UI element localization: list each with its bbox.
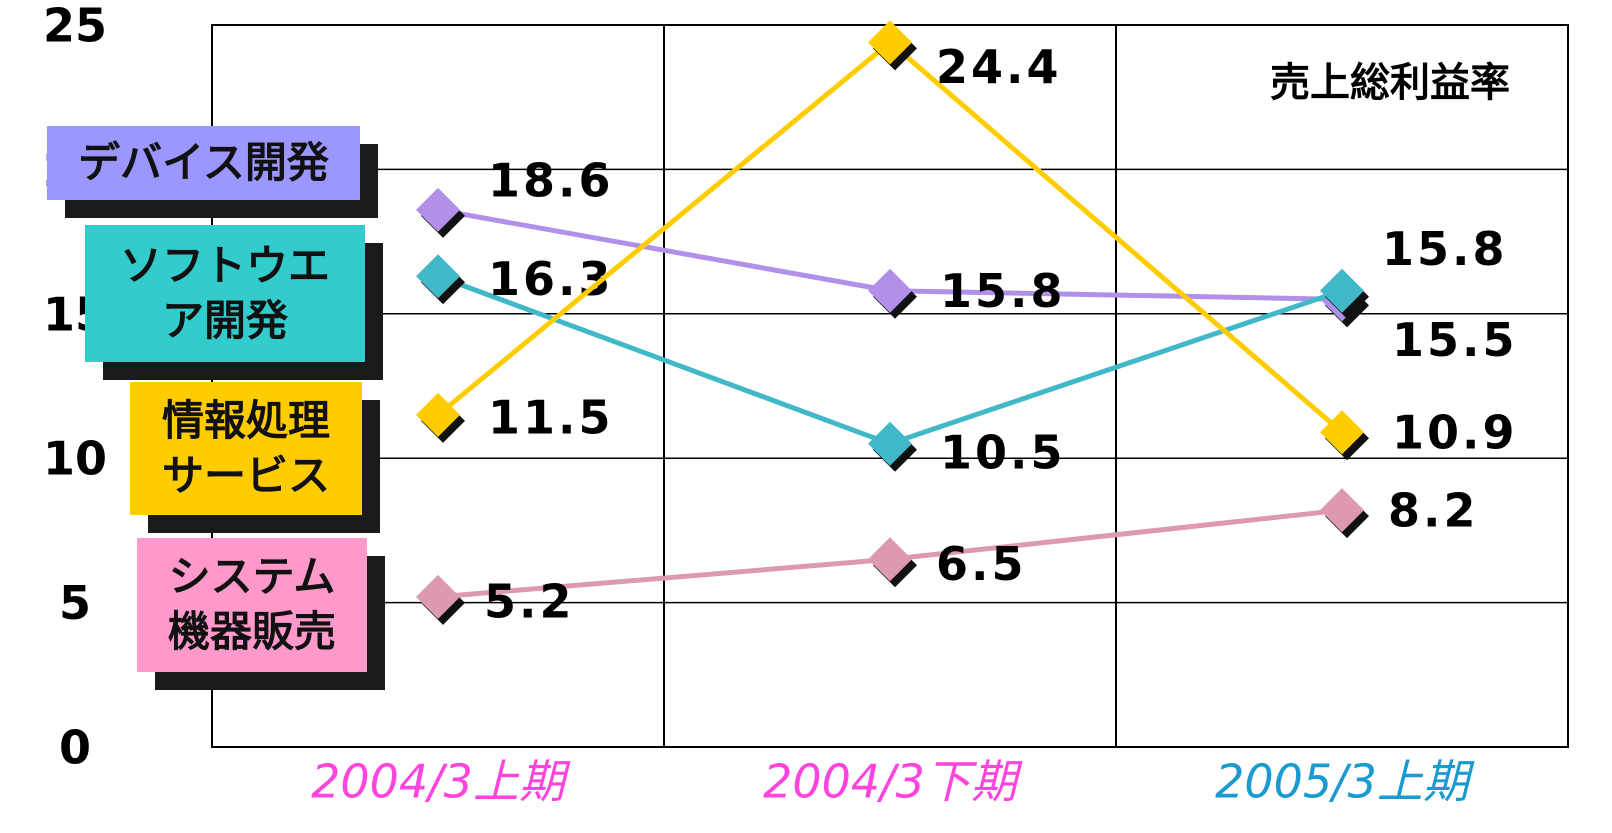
plot-frame [211,24,1569,748]
marker [868,20,912,65]
marker [868,268,912,313]
data-label: 10.5 [940,425,1066,479]
legend-entry: 情報処理サービス [130,382,362,515]
marker [868,421,912,466]
x-tick-label: 2005/3上期 [1215,755,1475,809]
legend-entry: デバイス開発 [47,126,360,200]
data-label: 24.4 [936,40,1062,94]
data-label: 5.2 [484,574,575,628]
x-tick-label: 2004/3下期 [763,755,1023,809]
data-label: 8.2 [1388,484,1479,538]
data-label: 11.5 [488,390,614,444]
y-tick-label: 10 [43,432,107,486]
series-line [436,39,1344,435]
data-label: 6.5 [936,537,1027,591]
marker [416,392,460,437]
marker [1320,488,1364,533]
data-label: 16.3 [488,252,614,306]
marker [416,187,460,232]
y-tick-label: 0 [59,721,91,775]
data-label: 15.5 [1392,313,1518,367]
y-tick-label: 5 [59,576,91,630]
legend-entry: ソフトウエア開発 [85,225,365,362]
marker [416,254,460,299]
data-label: 10.9 [1392,406,1518,460]
marker [868,537,912,582]
annotation: 売上総利益率 [1270,60,1510,106]
x-tick-label: 2004/3上期 [311,755,571,809]
marker [1320,268,1364,313]
y-tick-label: 25 [43,0,107,53]
legend-entry: システム機器販売 [137,538,367,672]
data-label: 15.8 [1382,222,1508,276]
data-label: 18.6 [488,153,614,207]
marker [1320,410,1364,455]
marker [416,574,460,619]
data-label: 15.8 [940,264,1066,318]
